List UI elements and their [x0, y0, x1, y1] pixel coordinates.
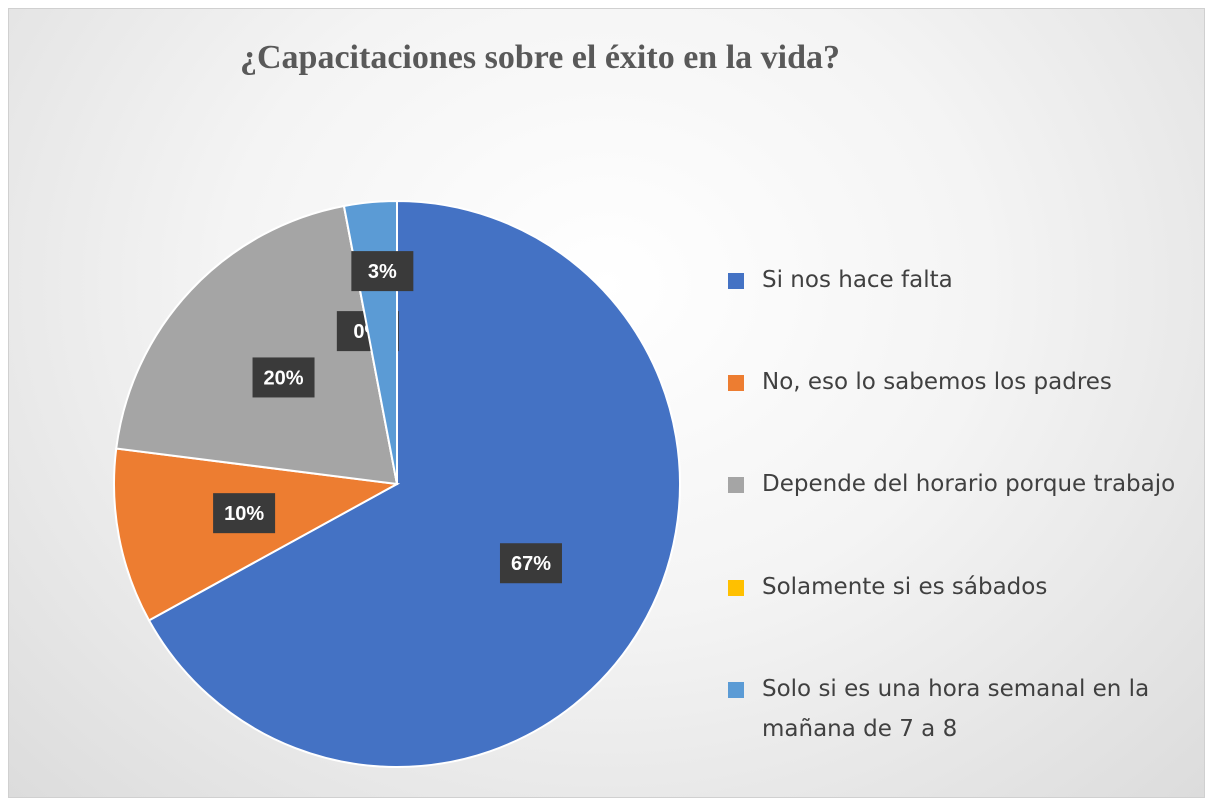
legend-item: Solamente si es sábados — [728, 567, 1198, 607]
data-label: 3% — [368, 261, 397, 283]
data-label-box — [252, 357, 315, 398]
legend-label: Si nos hace falta — [762, 267, 953, 293]
data-label-box — [213, 493, 276, 534]
pie-slice — [113, 447, 401, 622]
legend-swatch — [728, 375, 744, 391]
legend-item: Solo si es una hora semanal en la mañana… — [728, 669, 1198, 749]
legend-item: Si nos hace falta — [728, 260, 1198, 300]
legend-swatch — [728, 580, 744, 596]
legend-label: No, eso lo sabemos los padres — [762, 369, 1112, 395]
legend-label: Depende del horario porque trabajo — [762, 471, 1176, 497]
legend-label: Solamente si es sábados — [762, 574, 1048, 600]
legend-item: Depende del horario porque trabajo — [728, 464, 1198, 504]
pie-slice — [147, 199, 681, 768]
legend-swatch — [728, 682, 744, 698]
legend-swatch — [728, 477, 744, 493]
chart-title: ¿Capacitaciones sobre el éxito en la vid… — [240, 39, 840, 76]
legend-swatch — [728, 273, 744, 289]
data-label: 67% — [511, 553, 551, 575]
data-label-box — [351, 251, 414, 292]
legend-item: No, eso lo sabemos los padres — [728, 362, 1198, 402]
data-label: 10% — [224, 503, 264, 525]
data-label: 20% — [264, 367, 304, 389]
pie-slice — [115, 204, 399, 486]
data-label-box — [499, 543, 562, 584]
legend-label: Solo si es una hora semanal en la mañana… — [762, 676, 1150, 742]
